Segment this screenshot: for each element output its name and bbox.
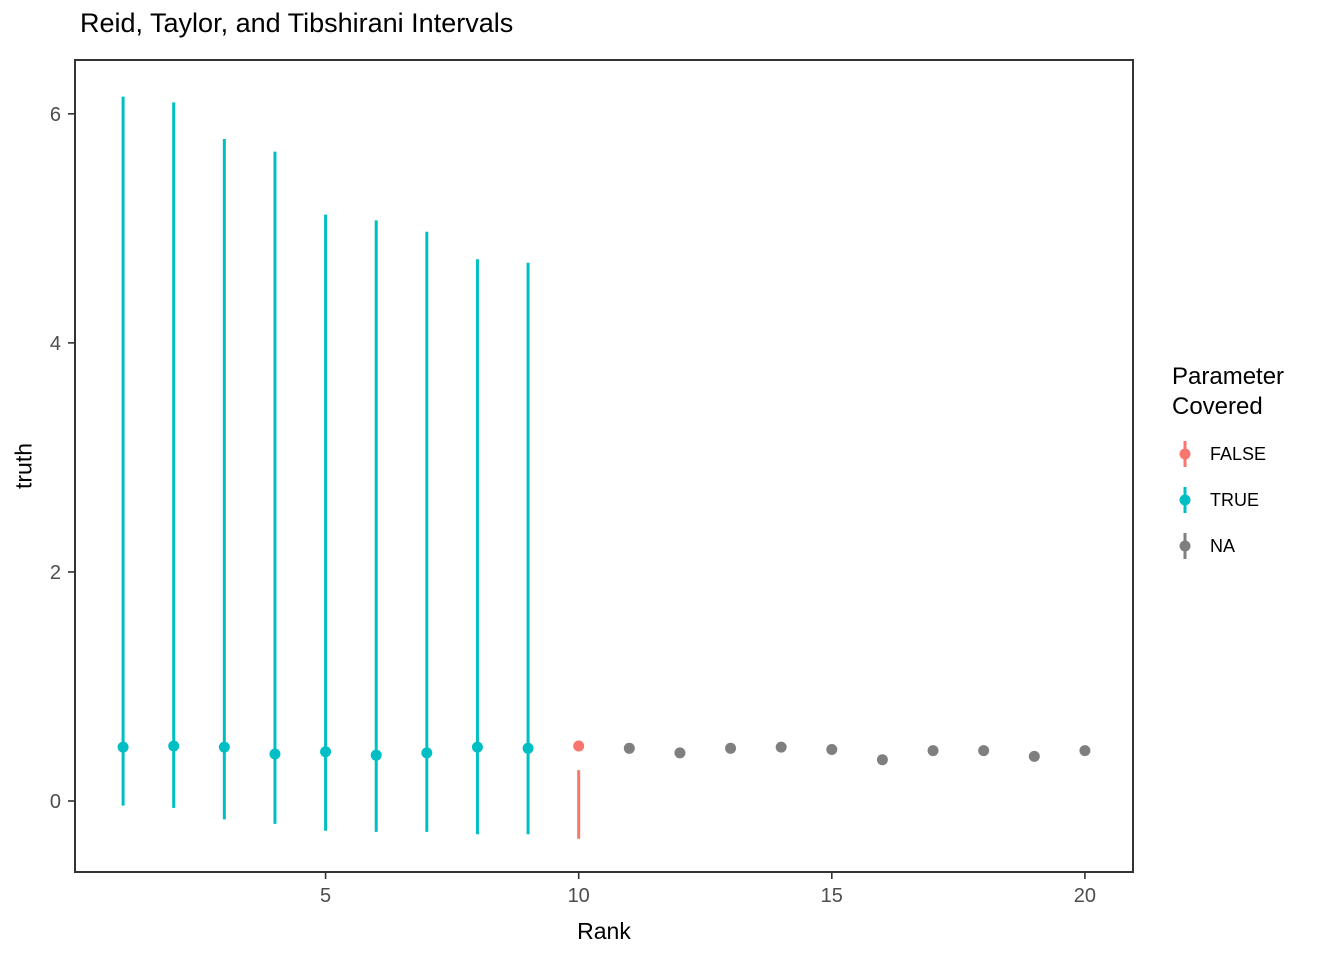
legend-entries: FALSE TRUE NA [1172, 438, 1344, 562]
x-tick-label: 10 [568, 885, 590, 907]
y-tick-label: 2 [50, 562, 61, 584]
legend-entry-label: NA [1210, 535, 1236, 556]
y-axis-label: truth [10, 442, 37, 490]
legend-entry-label: TRUE [1210, 489, 1259, 510]
panel-border [74, 59, 1134, 873]
truth-point [269, 748, 281, 760]
x-tick-label: 15 [821, 885, 843, 907]
legend-entry-true: TRUE [1172, 484, 1344, 516]
legend-entry-na: NA [1172, 530, 1344, 562]
truth-point [421, 747, 433, 759]
legend-key-pointrange-icon [1179, 441, 1191, 467]
truth-point [978, 745, 990, 757]
x-axis-label: Rank [577, 918, 631, 944]
x-tick-label: 20 [1074, 885, 1096, 907]
legend: Parameter Covered FALSE TRUE NA [1172, 362, 1344, 576]
legend-entry-label: FALSE [1210, 443, 1267, 464]
truth-point [117, 741, 129, 753]
legend-title: Parameter Covered [1172, 363, 1285, 420]
truth-point [1028, 750, 1040, 762]
legend-key-pointrange-icon [1179, 533, 1191, 559]
truth-point [370, 749, 382, 761]
truth-point [168, 740, 180, 752]
truth-point [826, 743, 838, 755]
truth-point [573, 740, 585, 752]
y-tick-label: 6 [50, 104, 61, 126]
truth-point [1079, 745, 1091, 757]
y-tick-label: 0 [50, 791, 61, 813]
truth-point [775, 741, 787, 753]
legend-entry-false: FALSE [1172, 438, 1344, 470]
truth-point [320, 746, 332, 758]
truth-point [674, 747, 686, 759]
x-tick-label: 5 [320, 885, 331, 907]
truth-point [725, 742, 737, 754]
truth-point [623, 742, 635, 754]
legend-key-pointrange-icon [1179, 487, 1191, 513]
truth-point [471, 741, 483, 753]
y-tick-label: 4 [50, 333, 61, 355]
truth-point [876, 754, 888, 766]
truth-point [927, 745, 939, 757]
truth-point [218, 741, 230, 753]
chart-title: Reid, Taylor, and Tibshirani Intervals [80, 8, 514, 38]
truth-point [522, 742, 534, 754]
